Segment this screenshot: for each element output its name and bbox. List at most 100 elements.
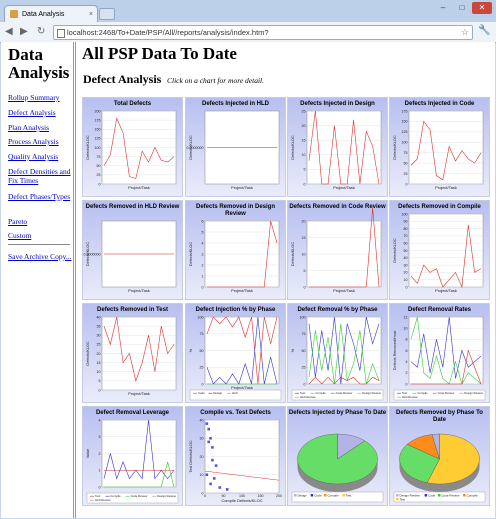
y-tick-label: 5	[202, 230, 204, 234]
chart-title: Total Defects	[113, 101, 152, 107]
minimize-button[interactable]: –	[440, 3, 446, 12]
hint-text: Click on a chart for more detail.	[167, 76, 265, 85]
link-plan-analysis[interactable]: Plan Analysis	[8, 123, 50, 132]
link-custom[interactable]: Custom	[8, 231, 32, 240]
bookmark-star-icon[interactable]: ☆	[460, 27, 469, 37]
y-tick-label: 3	[99, 435, 101, 439]
y-tick-label: 0.0000000	[84, 252, 101, 256]
chart-title: Defects Removed in Compile	[398, 204, 481, 210]
chart-defects-removed-in-code-review[interactable]: Defects Removed in Code Review 20 15 10 5 0 De…	[287, 200, 388, 300]
link-save-archive[interactable]: Save Archive Copy...	[8, 252, 72, 261]
legend-label: Compile	[110, 494, 121, 498]
chart-defects-injected-in-code[interactable]: Defects Injected in Code 175 150 125 100 75 50…	[389, 97, 490, 197]
y-tick-label: 100	[402, 212, 408, 216]
chart-legend	[189, 389, 282, 401]
y-tick-label: 5	[99, 379, 101, 383]
chart-title: Defect Removal Leverage	[95, 410, 170, 416]
series-line-code-review	[308, 376, 380, 385]
link-rollup-summary[interactable]: Rollup Summary	[8, 93, 60, 102]
page-icon	[57, 29, 65, 38]
y-axis-label: %	[189, 348, 193, 352]
tab-close-icon[interactable]: ×	[88, 11, 93, 18]
forward-icon[interactable]: ▶	[20, 26, 28, 37]
y-tick-label: 4	[99, 418, 101, 422]
chart-title: Defects Removed in HLD Review	[85, 204, 180, 210]
chart-defect-removal-by-phase[interactable]: Defect Removal % by Phase 100 75 50 25 0% Test…	[287, 303, 388, 403]
chart-legend	[86, 492, 179, 504]
chart-defect-removal-rates[interactable]: Defect Removal Rates 12 10 8 6 4 2 0 Defects Rem…	[389, 303, 490, 403]
browser-tab[interactable]: Data Analysis ×	[4, 5, 98, 23]
legend-label: Test	[346, 494, 352, 498]
browser-toolbar: ◀ ▶ ↻ localhost:2468/To+Date/PSP/All//re…	[0, 22, 496, 43]
y-tick-label: 25	[97, 343, 101, 347]
chart-defects-removed-in-test[interactable]: Defects Removed in Test 40 35 30 25 20 15 10 5 0 D…	[82, 303, 183, 403]
link-pareto[interactable]: Pareto	[8, 217, 28, 226]
y-tick-label: 70	[404, 234, 408, 238]
chart-defects-removed-by-phase-to-date[interactable]: Defects Removed by Phase To Date Design R…	[389, 406, 490, 506]
series-line-0	[103, 117, 175, 179]
y-tick-label: 5	[304, 269, 306, 273]
y-tick-label: 100	[402, 141, 408, 145]
y-tick-label: 100	[300, 315, 306, 319]
y-tick-label: 5	[304, 168, 306, 172]
legend-label: Compile	[417, 391, 428, 395]
y-tick-label: 25	[97, 173, 101, 177]
close-window-button[interactable]: ✕	[472, 2, 492, 14]
x-axis-label: Project/Task	[231, 385, 253, 390]
pie-slice-compile	[399, 444, 440, 484]
main-frame: All PSP Data To Date Defect Analysis Cli…	[80, 42, 495, 518]
link-process-analysis[interactable]: Process Analysis	[8, 137, 59, 146]
legend-swatch	[294, 494, 297, 497]
y-tick-label: 100	[95, 146, 101, 150]
x-tick-label: 0	[204, 494, 206, 498]
back-icon[interactable]: ◀	[5, 26, 13, 37]
chart-defects-removed-in-compile[interactable]: Defects Removed in Compile 100 90 80 70 60 50 4…	[389, 200, 490, 300]
y-tick-label: 8	[406, 338, 408, 342]
chart-defect-injection-by-phase[interactable]: Defect Injection % by Phase 100 75 50 25 0% Pr…	[185, 303, 286, 403]
chart-defects-removed-in-design-review[interactable]: Defects Removed in Design Review 6 5 4 3 2 1 0 D…	[185, 200, 286, 300]
wrench-icon[interactable]: 🔧	[478, 25, 491, 36]
x-axis-label: Project/Task	[435, 288, 457, 293]
link-defect-phases-types[interactable]: Defect Phases/Types	[8, 192, 71, 201]
chart-svg: 100 75 50 25 0% Project/Task Code Design HLD	[189, 315, 282, 401]
chart-defects-injected-in-design[interactable]: Defects Injected in Design 25 20 15 10 5 0 Defe…	[287, 97, 388, 197]
chart-defect-removal-leverage[interactable]: Defect Removal Leverage 4 3 2 1 0 Value Test Com…	[82, 406, 183, 506]
series-line-code-review	[104, 461, 175, 488]
series-line-0	[410, 120, 482, 181]
legend-label: Code Review	[441, 494, 460, 498]
reload-icon[interactable]: ↻	[37, 26, 46, 37]
y-tick-label: 0	[202, 491, 204, 495]
series-line-code-review	[411, 349, 482, 385]
chart-title: Defect Removal Rates	[407, 307, 472, 313]
sidebar-title: Data Analysis	[8, 45, 70, 82]
chart-total-defects[interactable]: Total Defects 200 175 150 125 100 75 50 25 0 Defec…	[82, 97, 183, 197]
link-defect-densities[interactable]: Defect Densities and Fix Times	[8, 167, 71, 185]
y-tick-label: 40	[200, 418, 204, 422]
chart-svg: Design Review Code Code Review Compile Test	[393, 433, 486, 503]
link-defect-analysis[interactable]: Defect Analysis	[8, 108, 56, 117]
y-tick-label: 90	[404, 220, 408, 224]
maximize-button[interactable]: □	[459, 3, 465, 12]
legend-swatch	[396, 494, 399, 497]
chart-svg: Design Code Compile Test	[291, 433, 384, 503]
y-tick-label: 25	[302, 366, 306, 370]
chart-defects-injected-by-phase-to-date[interactable]: Defects Injected by Phase To Date Design C…	[287, 406, 388, 506]
x-axis-label: Project/Task	[128, 391, 150, 396]
series-line-0	[410, 224, 482, 289]
y-tick-label: 125	[402, 130, 408, 134]
y-tick-label: 12	[404, 315, 408, 319]
y-axis-label: Defects/KLOC	[86, 135, 90, 160]
chart-defects-injected-in-hld[interactable]: Defects Injected in HLD 0.0000000 Defects/…	[185, 97, 286, 197]
chart-defects-removed-in-hld-review[interactable]: Defects Removed in HLD Review 0.0000000 De…	[82, 200, 183, 300]
link-quality-analysis[interactable]: Quality Analysis	[8, 152, 59, 161]
chart-title: Defects Removed in Test	[97, 307, 168, 313]
y-tick-label: 3	[202, 252, 204, 256]
chart-compile-vs-test-defects[interactable]: Compile vs. Test Defects 40 30 20 10 0 Test De…	[185, 406, 286, 506]
new-tab-button[interactable]	[99, 8, 115, 20]
x-axis-label: Project/Task	[231, 185, 253, 190]
address-bar[interactable]: localhost:2468/To+Date/PSP/All//reports/…	[53, 25, 473, 40]
legend-swatch	[324, 494, 327, 497]
x-axis-label: Project/Task	[435, 185, 457, 190]
